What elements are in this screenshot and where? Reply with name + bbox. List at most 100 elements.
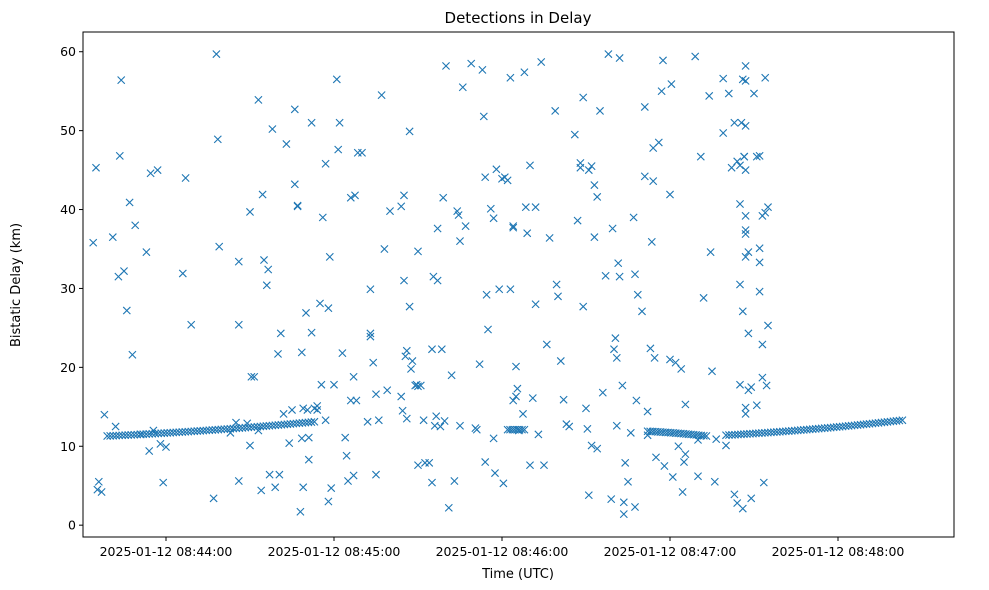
data-point bbox=[755, 244, 764, 253]
data-point bbox=[604, 50, 613, 59]
data-point bbox=[163, 428, 172, 437]
data-point bbox=[705, 91, 714, 100]
y-tick-label: 40 bbox=[60, 202, 76, 217]
data-point bbox=[629, 213, 638, 222]
data-point bbox=[94, 477, 103, 486]
data-point bbox=[741, 252, 750, 261]
data-point bbox=[730, 490, 739, 499]
data-point bbox=[758, 373, 767, 382]
data-point bbox=[142, 248, 151, 257]
y-axis: 0 10 20 30 40 50 60 bbox=[60, 44, 83, 533]
x-axis: 2025-01-12 08:44:00 2025-01-12 08:45:00 20… bbox=[100, 537, 904, 559]
data-point bbox=[531, 300, 540, 309]
data-point bbox=[503, 176, 512, 185]
data-point bbox=[534, 430, 543, 439]
data-point bbox=[612, 421, 621, 430]
data-point bbox=[125, 198, 134, 207]
data-point bbox=[425, 458, 434, 467]
data-point bbox=[554, 292, 562, 301]
data-point bbox=[741, 409, 750, 418]
data-point bbox=[583, 424, 592, 433]
data-point bbox=[681, 400, 690, 409]
data-point bbox=[103, 432, 112, 440]
x-tick-label: 2025-01-12 08:45:00 bbox=[268, 544, 401, 559]
data-point bbox=[127, 430, 136, 439]
data-point bbox=[358, 148, 366, 157]
data-point bbox=[632, 396, 641, 405]
data-point bbox=[321, 416, 330, 425]
data-point bbox=[696, 152, 705, 161]
data-point bbox=[706, 248, 715, 257]
data-point bbox=[106, 431, 115, 440]
data-point bbox=[678, 488, 687, 497]
data-point bbox=[512, 392, 520, 401]
data-point bbox=[747, 494, 756, 503]
data-point bbox=[325, 252, 334, 261]
data-point bbox=[691, 52, 700, 61]
data-point bbox=[419, 416, 428, 425]
data-point bbox=[398, 406, 407, 415]
data-point bbox=[710, 477, 719, 486]
data-point bbox=[643, 431, 652, 440]
data-point bbox=[579, 302, 588, 311]
data-point bbox=[100, 410, 109, 419]
data-point bbox=[115, 151, 124, 160]
data-point bbox=[97, 488, 106, 497]
data-point bbox=[657, 87, 666, 96]
data-point bbox=[262, 281, 271, 290]
data-point bbox=[92, 163, 100, 172]
data-point bbox=[556, 357, 565, 366]
data-point bbox=[402, 414, 411, 423]
data-point bbox=[299, 404, 308, 413]
data-point bbox=[573, 216, 582, 225]
data-point bbox=[619, 498, 628, 507]
data-point bbox=[297, 348, 306, 357]
data-point bbox=[764, 321, 772, 330]
data-point bbox=[598, 388, 607, 397]
plot-frame bbox=[82, 31, 955, 538]
data-point bbox=[400, 276, 408, 285]
data-point bbox=[719, 129, 728, 137]
data-point bbox=[584, 166, 593, 175]
data-point bbox=[433, 224, 442, 233]
data-point bbox=[506, 73, 515, 82]
data-point bbox=[397, 392, 406, 401]
data-point bbox=[737, 118, 746, 127]
data-point bbox=[674, 442, 683, 451]
data-point bbox=[205, 426, 214, 435]
data-point bbox=[694, 472, 702, 481]
data-point bbox=[615, 54, 624, 63]
data-point bbox=[268, 125, 277, 134]
data-point bbox=[489, 214, 498, 223]
data-point bbox=[153, 166, 162, 175]
data-point bbox=[680, 458, 688, 467]
data-point bbox=[260, 256, 268, 265]
data-point bbox=[611, 334, 620, 343]
data-point bbox=[416, 381, 425, 390]
data-point bbox=[619, 510, 628, 519]
data-point bbox=[184, 427, 193, 436]
data-point bbox=[414, 382, 422, 391]
data-point bbox=[178, 428, 187, 436]
data-point bbox=[293, 202, 302, 211]
data-point bbox=[596, 106, 604, 115]
data-point bbox=[148, 429, 157, 438]
data-point bbox=[559, 395, 568, 404]
data-point bbox=[523, 229, 532, 238]
data-point bbox=[495, 285, 504, 294]
y-axis-label: Bistatic Delay (km) bbox=[9, 223, 24, 347]
data-point bbox=[93, 485, 102, 494]
data-point bbox=[374, 416, 383, 425]
data-point bbox=[181, 173, 190, 182]
data-point bbox=[481, 173, 490, 182]
data-point bbox=[736, 430, 745, 439]
data-point bbox=[202, 426, 211, 435]
data-point bbox=[234, 320, 243, 329]
data-point bbox=[741, 76, 750, 85]
data-point bbox=[650, 353, 659, 362]
data-point bbox=[456, 237, 464, 246]
data-point bbox=[582, 404, 590, 413]
data-point bbox=[646, 344, 655, 353]
data-point bbox=[587, 441, 596, 450]
data-point bbox=[624, 477, 632, 486]
